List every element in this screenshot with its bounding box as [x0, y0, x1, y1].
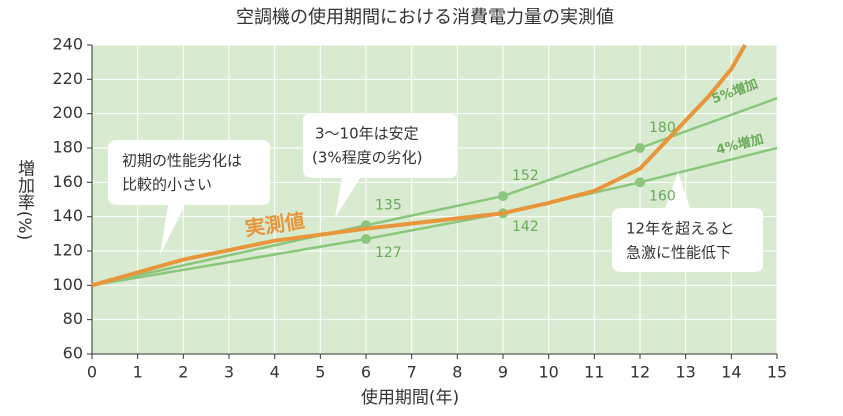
y-tick-label: 100: [52, 275, 83, 294]
y-tick-label: 120: [52, 241, 83, 260]
data-point: [498, 191, 508, 202]
data-label: 180: [649, 120, 676, 136]
y-tick-label: 180: [52, 138, 83, 157]
x-tick-label: 9: [498, 363, 508, 382]
x-tick-label: 8: [452, 363, 462, 382]
annotation: (3%程度の劣化): [312, 149, 423, 167]
x-tick-label: 4: [270, 363, 280, 382]
data-point: [635, 143, 645, 153]
series-line: [91, 44, 747, 288]
x-tick-label: 2: [178, 363, 188, 382]
y-tick-label: 200: [52, 103, 83, 122]
data-label: 152: [512, 168, 539, 184]
data-label: 135: [375, 197, 402, 213]
data-label: 160: [649, 188, 676, 204]
y-tick-label: 80: [63, 309, 83, 328]
x-tick-label: 6: [361, 363, 371, 382]
data-label: 127: [375, 245, 402, 261]
y-axis-label: 増加率(%): [14, 160, 35, 240]
x-tick-label: 14: [721, 363, 741, 382]
x-tick-label: 13: [675, 363, 695, 382]
annotation: 初期の性能劣化は: [122, 152, 242, 170]
x-tick-label: 15: [767, 363, 787, 382]
annotation: 比較的小さい: [122, 176, 212, 194]
y-tick-label: 60: [63, 344, 83, 363]
callout: [612, 172, 763, 272]
x-axis-label: 使用期間(年): [361, 387, 459, 408]
y-tick-label: 160: [52, 172, 83, 191]
annotation: 12年を超えると: [626, 220, 735, 238]
x-tick-label: 5: [315, 363, 325, 382]
callout: [108, 140, 270, 255]
x-tick-label: 1: [133, 363, 143, 382]
x-tick-label: 11: [584, 363, 604, 382]
annotation: 急激に性能低下: [626, 244, 731, 262]
x-tick-label: 10: [538, 363, 558, 382]
chart-title: 空調機の使用期間における消費電力量の実測値: [236, 7, 614, 28]
callout: [303, 113, 457, 218]
annotation: 3〜10年は安定: [315, 125, 419, 143]
y-tick-label: 220: [52, 69, 83, 88]
x-tick-label: 0: [87, 363, 97, 382]
data-point: [635, 177, 645, 188]
data-point: [361, 233, 371, 244]
x-tick-label: 3: [224, 363, 234, 382]
y-tick-label: 240: [52, 35, 83, 54]
x-tick-label: 7: [407, 363, 417, 382]
x-tick-label: 12: [630, 363, 650, 382]
y-tick-label: 140: [52, 206, 83, 225]
data-label: 142: [512, 219, 539, 235]
